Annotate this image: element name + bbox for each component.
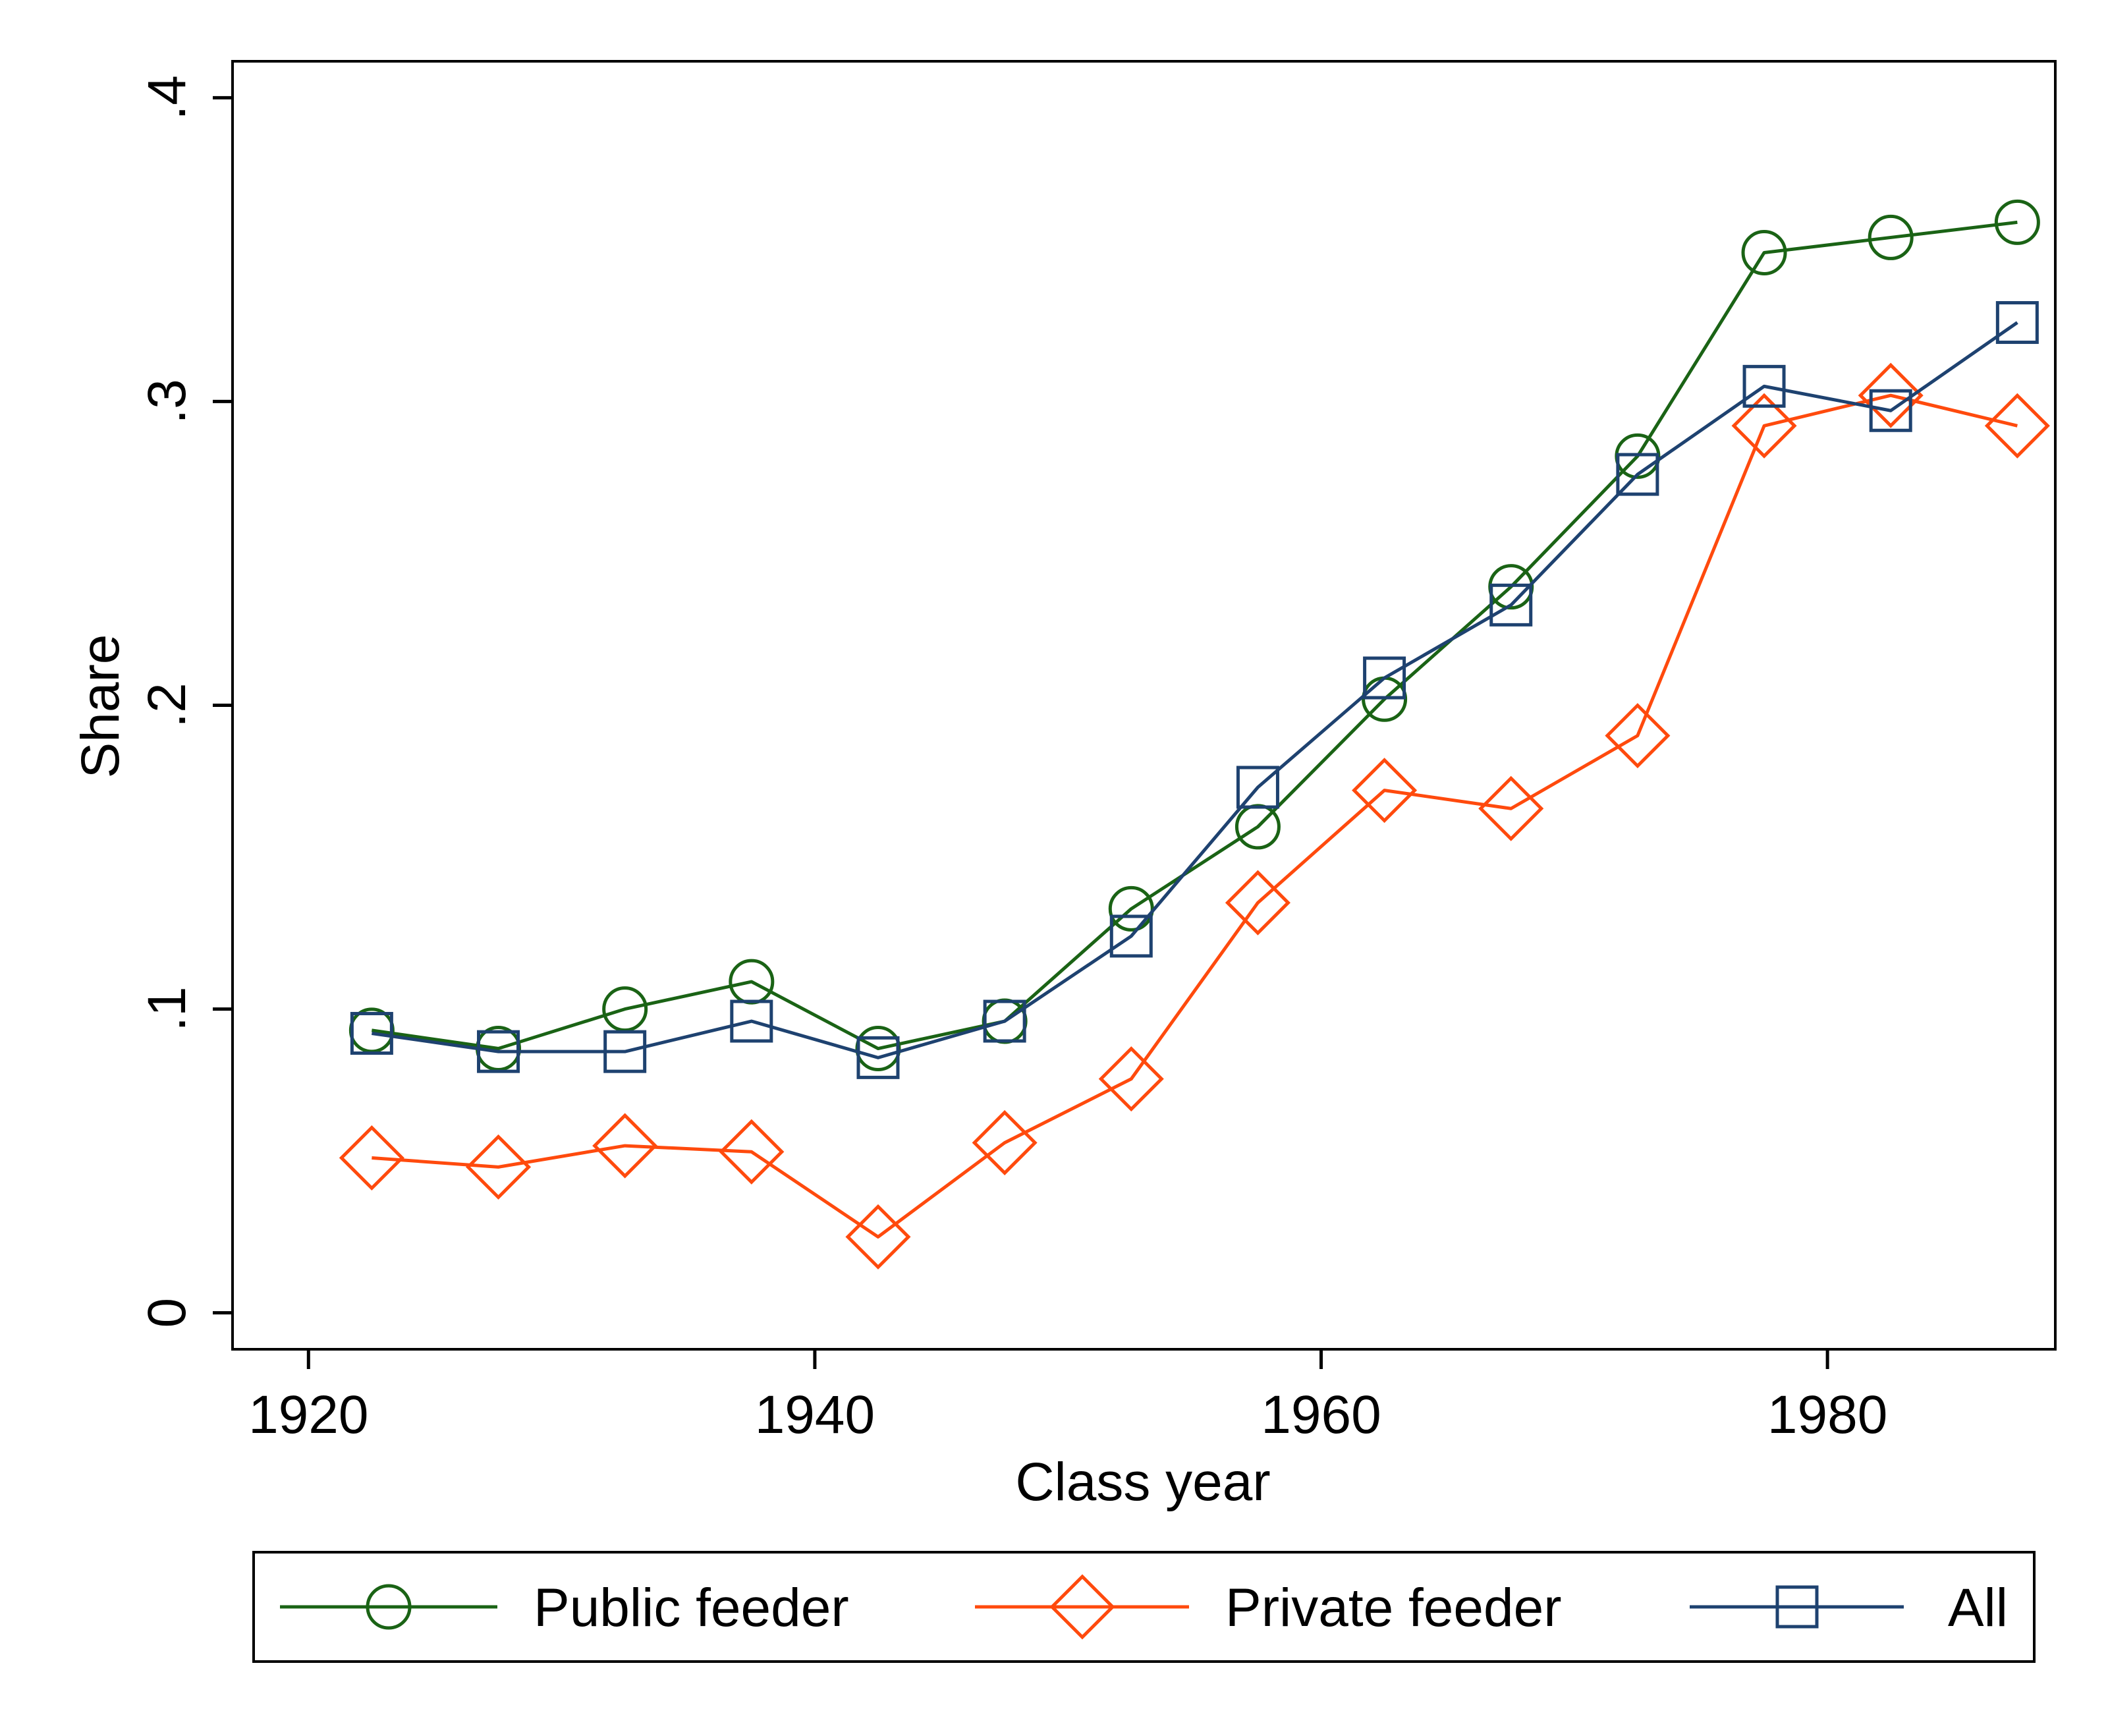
data-point-diamond	[719, 1119, 785, 1185]
data-point-diamond	[1858, 362, 1924, 428]
data-point-square	[983, 999, 1026, 1043]
data-point-diamond	[1352, 758, 1418, 824]
x-axis: 1920 1940 1960 1980	[248, 1349, 1887, 1445]
data-point-diamond	[845, 1204, 911, 1270]
y-tick-label: .2	[137, 683, 197, 727]
data-point-square	[856, 1036, 900, 1079]
legend-item: Public feeder	[280, 1578, 849, 1638]
data-point-square	[1236, 766, 1279, 809]
legend-item: Private feeder	[975, 1574, 1562, 1640]
legend: Public feeder Private feeder All	[252, 1551, 2036, 1663]
data-point-square	[1109, 914, 1153, 958]
x-axis-title: Class year	[1015, 1452, 1270, 1512]
data-point-square	[350, 1011, 393, 1055]
x-tick-label: 1980	[1767, 1385, 1887, 1445]
data-point-circle	[1741, 229, 1787, 275]
data-point-diamond	[465, 1134, 532, 1200]
data-point-diamond	[1731, 393, 1797, 459]
x-tick-label: 1920	[248, 1385, 368, 1445]
data-point-diamond	[1605, 703, 1671, 769]
y-axis-title: Share	[70, 634, 130, 779]
data-point-diamond	[1098, 1046, 1164, 1112]
x-tick-label: 1940	[755, 1385, 875, 1445]
y-tick-label: .3	[137, 379, 197, 424]
legend-marker-diamond	[1049, 1574, 1115, 1640]
data-point-square	[1995, 301, 2039, 345]
data-point-diamond	[1984, 393, 2050, 459]
data-point-circle	[1994, 199, 2040, 245]
data-point-diamond	[1478, 775, 1544, 841]
data-point-diamond	[592, 1113, 658, 1179]
series-layer	[339, 199, 2050, 1270]
y-axis: 0 .1 .2 .3 .4	[137, 75, 233, 1328]
data-point-square	[1742, 364, 1786, 408]
data-point-circle	[1108, 885, 1154, 932]
series-line	[372, 393, 2018, 1239]
series-square	[350, 301, 2039, 1079]
data-point-diamond	[1225, 870, 1290, 936]
data-point-square	[730, 999, 773, 1043]
y-tick-label: 0	[137, 1298, 197, 1328]
legend-marker-square	[1775, 1585, 1819, 1629]
data-point-square	[1363, 656, 1406, 700]
legend-marker-circle	[366, 1584, 412, 1630]
data-point-diamond	[339, 1125, 404, 1191]
data-point-square	[1489, 583, 1533, 627]
legend-label: Private feeder	[1225, 1578, 1562, 1638]
data-point-square	[603, 1030, 647, 1073]
y-tick-label: .1	[137, 986, 197, 1031]
data-point-square	[1616, 453, 1659, 496]
data-point-circle	[602, 986, 648, 1032]
x-tick-label: 1960	[1261, 1385, 1381, 1445]
legend-label: Public feeder	[534, 1578, 849, 1638]
data-point-diamond	[972, 1109, 1038, 1175]
legend-item: All	[1690, 1578, 2008, 1638]
series-diamond	[339, 362, 2050, 1270]
data-point-square	[477, 1030, 520, 1073]
data-point-circle	[1868, 214, 1914, 260]
y-tick-label: .4	[137, 75, 197, 120]
legend-label: All	[1948, 1578, 2008, 1638]
data-point-square	[1869, 389, 1912, 432]
